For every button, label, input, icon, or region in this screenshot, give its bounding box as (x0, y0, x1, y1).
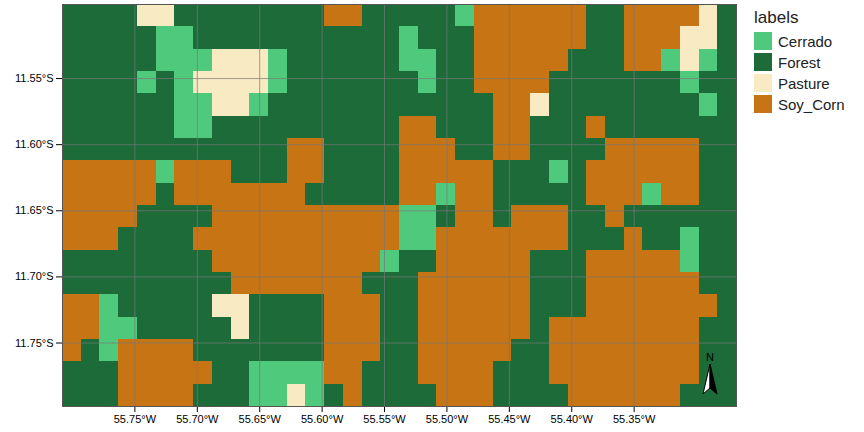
html-text:Forest: Forest (778, 53, 821, 71)
svg-text:11.75°S: 11.75°S (15, 337, 53, 349)
svg-text:11.55°S: 11.55°S (15, 72, 53, 84)
svg-text:N: N (706, 351, 714, 363)
svg-text:55.45°W: 55.45°W (488, 413, 531, 425)
svg-text:55.70°W: 55.70°W (176, 413, 219, 425)
html-text:labels: labels (754, 8, 799, 27)
svg-text:55.50°W: 55.50°W (426, 413, 469, 425)
svg-text:55.35°W: 55.35°W (613, 413, 656, 425)
svg-text:55.40°W: 55.40°W (551, 413, 594, 425)
svg-text:55.60°W: 55.60°W (301, 413, 344, 425)
svg-text:11.65°S: 11.65°S (15, 204, 53, 216)
svg-text:55.55°W: 55.55°W (363, 413, 406, 425)
html-text:Cerrado: Cerrado (778, 32, 833, 50)
svg-text:55.65°W: 55.65°W (239, 413, 282, 425)
html-text:Soy_Corn: Soy_Corn (778, 95, 845, 113)
html-text:Pasture: Pasture (778, 74, 830, 92)
svg-text:55.75°W: 55.75°W (114, 413, 157, 425)
svg-text:11.60°S: 11.60°S (15, 138, 53, 150)
svg-text:11.70°S: 11.70°S (15, 270, 53, 282)
